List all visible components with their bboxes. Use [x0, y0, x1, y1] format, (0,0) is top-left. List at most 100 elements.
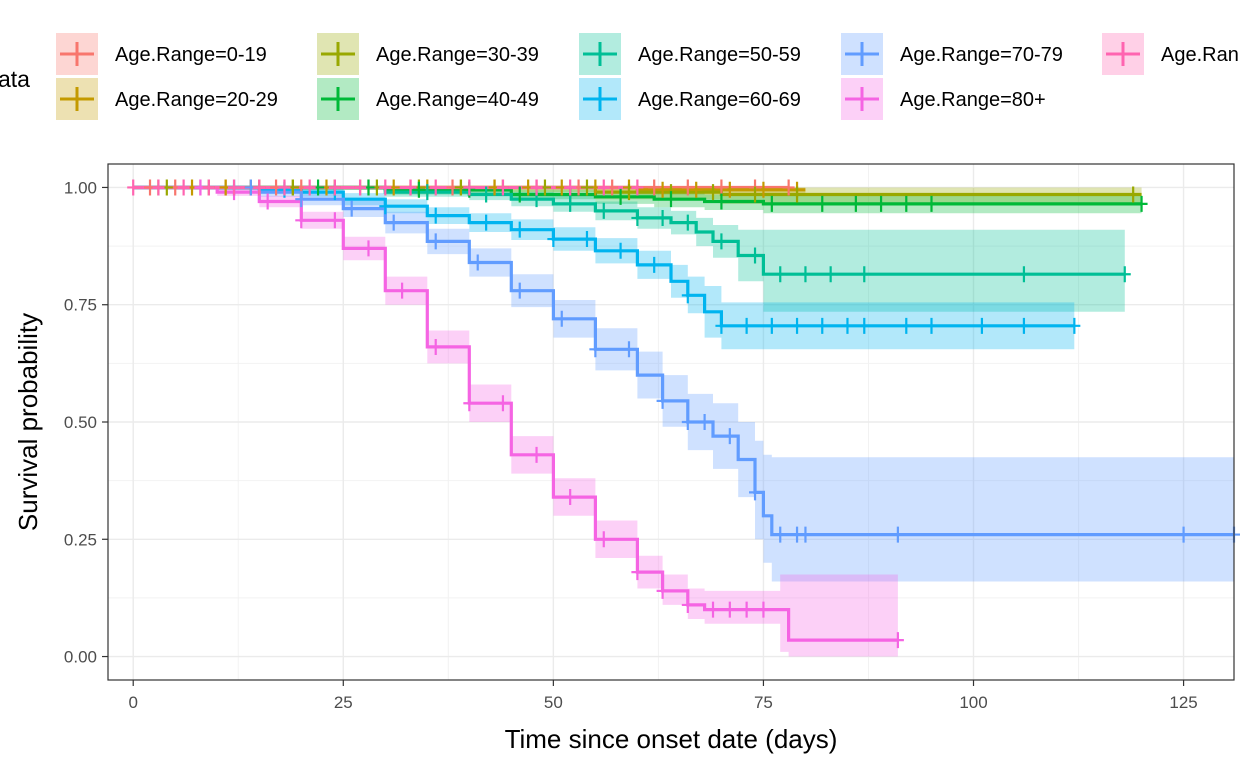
censor-mark [925, 195, 938, 212]
legend-key-line [845, 42, 879, 66]
censor-mark [429, 179, 442, 196]
axes: 0 25 50 75 100 125 0.00 0.25 0.50 0.75 1.00 [64, 178, 1198, 712]
censor-mark [757, 601, 770, 618]
censor-mark [614, 242, 627, 259]
censor-mark [799, 266, 812, 283]
censor-mark [875, 195, 888, 212]
legend-item: Age.Range=40-49 [317, 78, 539, 120]
y-axis-title: Survival probability [13, 313, 43, 531]
legend-key-line [583, 87, 617, 111]
censor-mark [631, 209, 644, 226]
censor-mark [665, 191, 677, 208]
censor-mark [749, 484, 762, 501]
censor-mark [891, 526, 904, 543]
legend-label: Age.Range=40-49 [376, 89, 539, 111]
censor-mark [816, 195, 829, 212]
censor-mark [681, 414, 694, 430]
censor-mark [463, 179, 476, 196]
censor-mark [648, 179, 661, 196]
censor-mark [555, 310, 568, 327]
censor-mark [513, 186, 526, 203]
censor-mark [707, 601, 720, 618]
censor-mark [480, 214, 493, 231]
censor-mark [765, 195, 778, 212]
censor-mark [975, 317, 988, 334]
censor-mark [513, 221, 526, 238]
censor-mark [656, 392, 669, 409]
censor-mark [1135, 195, 1148, 212]
censor-mark [1127, 186, 1140, 203]
censor-mark [303, 179, 316, 196]
censor-mark [715, 193, 728, 210]
legend-key-line [845, 87, 879, 111]
censor-mark [681, 287, 694, 304]
legend-item: Age.Range=20-29 [56, 78, 278, 120]
censor-mark [782, 179, 795, 196]
plot-area [107, 163, 1240, 681]
legend-item: Age.Range=80+ [841, 78, 1046, 120]
censor-mark [723, 601, 736, 618]
censor-mark [412, 181, 425, 198]
grid [108, 164, 1234, 680]
censor-mark [328, 179, 341, 196]
y-tick-label: 0.75 [64, 296, 97, 315]
x-axis-title: Time since onset date (days) [505, 724, 838, 754]
censor-mark [597, 531, 610, 548]
legend-key-line [321, 87, 355, 111]
censor-mark [740, 317, 753, 334]
censor-mark [707, 184, 720, 201]
censor-mark [597, 179, 610, 196]
censor-mark [841, 317, 854, 334]
censor-mark [816, 317, 829, 334]
x-tick-label: 100 [959, 693, 987, 712]
censor-mark [774, 266, 787, 283]
censor-mark [849, 195, 862, 212]
censor-mark [799, 526, 812, 543]
ci-band [133, 187, 898, 657]
censor-mark [715, 233, 728, 250]
censor-mark [345, 200, 358, 217]
censor-mark [791, 317, 804, 334]
x-tick-label: 75 [754, 693, 773, 712]
ci-band [133, 187, 1125, 312]
legend-key-line [321, 42, 355, 66]
legend-key-line [60, 42, 94, 66]
censor-mark [656, 582, 669, 599]
censor-mark [471, 254, 484, 271]
legend-label: Age.Range=80+ [900, 89, 1046, 111]
censor-marks [127, 179, 1240, 649]
y-tick-label: 0.50 [64, 413, 97, 432]
censor-mark [228, 179, 241, 196]
censor-mark [530, 179, 543, 196]
censor-mark [421, 184, 434, 201]
censor-mark [597, 202, 610, 219]
ci-band [133, 187, 1235, 582]
censor-mark [328, 212, 341, 229]
legend-label: Age.Range=0-19 [115, 44, 267, 66]
legend-item: Age.Range=70-79 [841, 33, 1063, 75]
legend-key-line [1106, 42, 1140, 66]
y-tick-label: 0.25 [64, 530, 97, 549]
censor-mark [261, 193, 274, 210]
censor-mark [177, 179, 190, 196]
censor-mark [681, 596, 694, 613]
censor-mark [278, 179, 291, 196]
censor-mark [564, 179, 577, 196]
legend-key-line [60, 87, 94, 111]
censor-mark [295, 191, 308, 208]
censor-mark [925, 317, 938, 334]
censor-mark [396, 282, 409, 299]
legend-label: Age.Range=30-39 [376, 44, 539, 66]
censor-mark [429, 207, 442, 224]
censor-mark [698, 414, 711, 430]
censor-mark [429, 233, 442, 250]
censor-mark [152, 179, 165, 196]
censor-mark [387, 214, 400, 231]
legend-item: Age.Range=30-39 [317, 33, 539, 75]
censor-mark [631, 564, 644, 581]
ci-band [133, 187, 1075, 350]
censor-mark [202, 179, 215, 196]
censor-mark [740, 601, 753, 618]
censor-mark [1017, 317, 1030, 334]
legend-label: Age.Ran [1161, 44, 1239, 66]
